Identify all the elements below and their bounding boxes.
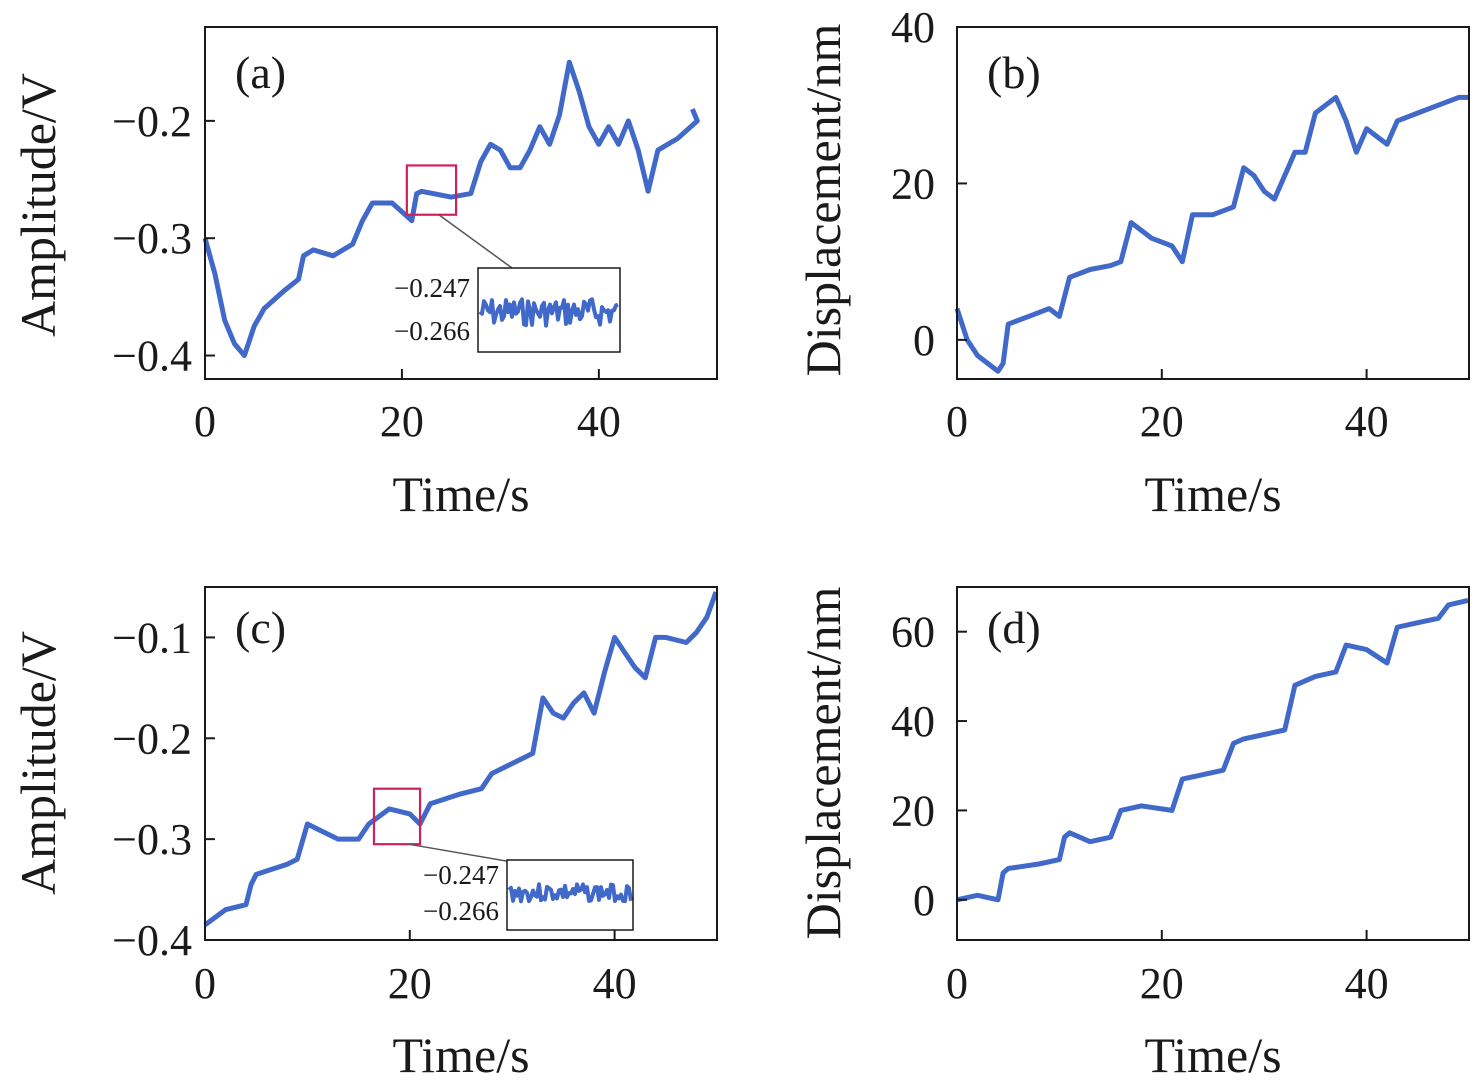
panel-b-ytick-1: 0 bbox=[913, 316, 935, 365]
panel-a-inset-series bbox=[478, 297, 619, 328]
panel-b-xtick-2: 20 bbox=[1140, 397, 1184, 446]
panel-d-xtick-1: 0 bbox=[946, 959, 968, 1008]
panel-c-xlabel: Time/s bbox=[392, 1027, 529, 1083]
panel-a-inset-frame bbox=[477, 267, 621, 353]
panel-c-label: (c) bbox=[235, 602, 286, 653]
panel-a: −0.247 −0.266 (a) 0 20 40 −0.4 −0.3 −0.2… bbox=[10, 26, 718, 522]
panel-a-ytick-1: −0.4 bbox=[112, 332, 192, 381]
panel-c-xtick-2: 20 bbox=[388, 959, 432, 1008]
panel-c-xtick-1: 0 bbox=[194, 959, 216, 1008]
panel-d-xtick-3: 40 bbox=[1345, 959, 1389, 1008]
panel-b-ytick-2: 20 bbox=[891, 159, 935, 208]
panel-a-inset-pointer bbox=[438, 214, 513, 269]
panel-c-inset-ytick-1: −0.247 bbox=[423, 860, 499, 890]
panel-a-series-line bbox=[202, 59, 700, 358]
panel-c-ytick-3: −0.2 bbox=[112, 714, 192, 763]
panel-c-plot-frame bbox=[204, 586, 718, 941]
panel-c-ytick-2: −0.3 bbox=[112, 815, 192, 864]
panel-c-inset-frame bbox=[506, 859, 634, 931]
panel-c-inset: −0.247 −0.266 bbox=[423, 859, 634, 931]
panel-b-xtick-3: 40 bbox=[1345, 397, 1389, 446]
panel-c: −0.247 −0.266 (c) 0 20 40 −0.4 −0.3 −0.2… bbox=[10, 586, 719, 1083]
panel-c-inset-ytick-2: −0.266 bbox=[423, 896, 499, 926]
panel-a-xlabel: Time/s bbox=[392, 466, 529, 522]
panel-a-highlight-box bbox=[405, 164, 458, 216]
panel-a-ytick-2: −0.3 bbox=[112, 214, 192, 263]
panel-a-xtick-1: 0 bbox=[194, 397, 216, 446]
panel-a-ylabel: Amplitude/V bbox=[10, 73, 66, 337]
panel-a-xtick-3: 40 bbox=[577, 397, 621, 446]
panel-d: (d) 0 20 40 0 20 40 60 Time/s Displaceme… bbox=[795, 586, 1470, 1083]
panel-d-xlabel: Time/s bbox=[1144, 1027, 1281, 1083]
panel-d-ylabel: Displacement/nm bbox=[795, 587, 851, 940]
panel-d-xtick-2: 20 bbox=[1140, 959, 1184, 1008]
panel-d-ytick-2: 20 bbox=[891, 786, 935, 835]
panel-d-label: (d) bbox=[987, 602, 1041, 653]
panel-d-ytick-1: 0 bbox=[913, 876, 935, 925]
panel-d-series-line bbox=[956, 597, 1469, 903]
panel-a-ytick-3: −0.2 bbox=[112, 97, 192, 146]
panel-b-ylabel: Displacement/nm bbox=[795, 24, 851, 377]
panel-a-inset: −0.247 −0.266 bbox=[394, 267, 621, 353]
panel-a-xtick-2: 20 bbox=[380, 397, 424, 446]
panel-b-xtick-1: 0 bbox=[946, 397, 968, 446]
panel-b-ytick-3: 40 bbox=[891, 3, 935, 52]
panel-c-ytick-4: −0.1 bbox=[112, 613, 192, 662]
panel-a-label: (a) bbox=[235, 47, 286, 98]
panel-c-series-line bbox=[203, 591, 719, 927]
panel-d-ytick-4: 60 bbox=[891, 608, 935, 657]
panel-c-inset-series bbox=[507, 882, 633, 904]
panel-c-highlight-box bbox=[372, 787, 422, 846]
panel-c-ylabel: Amplitude/V bbox=[10, 631, 66, 895]
panel-b-label: (b) bbox=[987, 47, 1041, 98]
panel-b-plot-frame bbox=[956, 26, 1470, 380]
panel-a-inset-ytick-1: −0.247 bbox=[394, 273, 470, 303]
panel-a-inset-ytick-2: −0.266 bbox=[394, 316, 470, 346]
panel-d-plot-frame bbox=[956, 586, 1470, 941]
panel-b-series-line bbox=[954, 94, 1468, 374]
panel-a-plot-frame bbox=[204, 26, 718, 380]
panel-c-ytick-1: −0.4 bbox=[112, 916, 192, 965]
panel-b: (b) 0 20 40 0 20 40 Time/s Displacement/… bbox=[795, 3, 1470, 522]
panel-c-inset-pointer bbox=[408, 843, 513, 863]
panel-d-ytick-3: 40 bbox=[891, 697, 935, 746]
panel-b-xlabel: Time/s bbox=[1144, 466, 1281, 522]
panel-c-xtick-3: 40 bbox=[593, 959, 637, 1008]
